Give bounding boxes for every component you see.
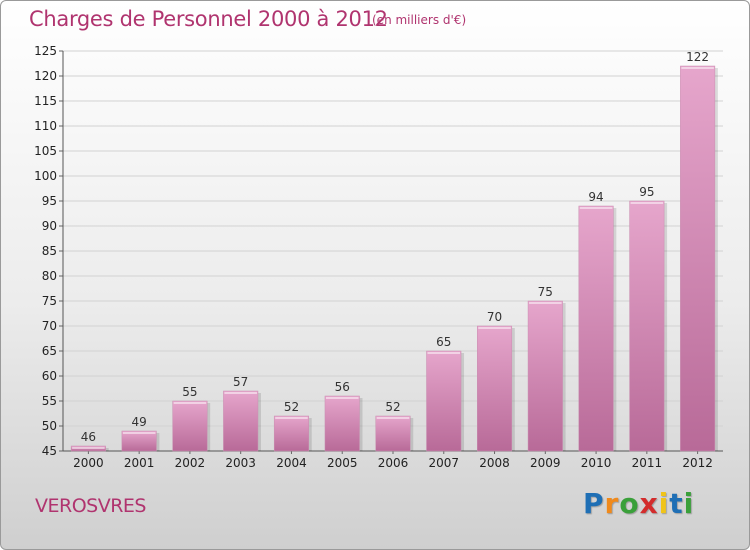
bar-value-label: 52	[284, 400, 299, 414]
chart-subtitle: (en milliers d'€)	[372, 13, 467, 27]
logo-letter: o	[619, 487, 640, 520]
bar-value-label: 65	[436, 335, 451, 349]
labels: 46 2000 49 2001 55 2002 57 2003 52 2004 56 2005 52 20…	[73, 50, 713, 470]
bar	[324, 395, 360, 452]
bar-value-label: 52	[385, 400, 400, 414]
bar-value-label: 49	[132, 415, 147, 429]
chart-title: Charges de Personnel 2000 à 2012	[29, 7, 388, 31]
y-tick-label: 55	[42, 394, 57, 408]
bar-value-label: 46	[81, 430, 96, 444]
proxiti-logo[interactable]: Proxiti	[583, 487, 694, 520]
bar-value-label: 95	[639, 185, 654, 199]
bar-value-label: 55	[182, 385, 197, 399]
x-tick-label: 2006	[378, 456, 409, 470]
bar-highlight	[376, 417, 410, 419]
x-tick-label: 2005	[327, 456, 358, 470]
bar-highlight	[275, 417, 308, 419]
logo-letter: x	[639, 487, 659, 520]
grid-lines	[63, 50, 723, 452]
x-tick-label: 2004	[276, 456, 307, 470]
bar-highlight	[427, 352, 461, 354]
bar-highlight	[630, 202, 664, 204]
x-tick-label: 2008	[479, 456, 510, 470]
logo-letter: i	[683, 487, 695, 520]
y-tick-label: 115	[34, 94, 57, 108]
bar	[629, 200, 665, 452]
y-tick-label: 60	[42, 369, 57, 383]
x-tick-label: 2003	[225, 456, 256, 470]
y-tick-label: 90	[42, 219, 57, 233]
bar-value-label: 57	[233, 375, 248, 389]
x-tick-label: 2000	[73, 456, 104, 470]
y-tick-label: 95	[42, 194, 57, 208]
bar-value-label: 122	[686, 50, 709, 64]
bar-value-label: 56	[335, 380, 350, 394]
bar	[578, 205, 614, 452]
x-tick-label: 2007	[428, 456, 459, 470]
y-tick-label: 100	[34, 169, 57, 183]
y-tick-label: 50	[42, 419, 57, 433]
bar	[375, 415, 411, 452]
bar	[223, 390, 259, 452]
bar	[172, 400, 208, 452]
bar-highlight	[325, 397, 359, 399]
logo-letter: P	[583, 487, 605, 520]
y-tick-label: 65	[42, 344, 57, 358]
bar-highlight	[173, 402, 207, 404]
y-tick-label: 125	[34, 44, 57, 58]
logo-letter: t	[669, 487, 684, 520]
logo-letter: r	[604, 487, 620, 520]
bar	[121, 430, 157, 452]
x-tick-label: 2009	[530, 456, 561, 470]
bars	[70, 65, 718, 452]
bar-highlight	[224, 392, 257, 394]
bar-value-label: 94	[588, 190, 603, 204]
bar-value-label: 70	[487, 310, 502, 324]
y-tick-label: 45	[42, 444, 57, 458]
bar-value-label: 75	[538, 285, 553, 299]
x-tick-label: 2011	[632, 456, 663, 470]
bar-highlight	[122, 432, 156, 434]
bar	[680, 65, 716, 452]
y-tick-label: 75	[42, 294, 57, 308]
y-tick-label: 120	[34, 69, 57, 83]
bar	[477, 325, 513, 452]
x-tick-label: 2002	[175, 456, 206, 470]
bar	[273, 415, 309, 452]
y-tick-label: 85	[42, 244, 57, 258]
bar-highlight	[478, 327, 511, 329]
x-tick-label: 2012	[682, 456, 713, 470]
y-tick-label: 70	[42, 319, 57, 333]
commune-name: VEROSVRES	[35, 495, 146, 517]
y-tick-label: 80	[42, 269, 57, 283]
y-tick-label: 110	[34, 119, 57, 133]
bar-highlight	[579, 207, 613, 209]
y-tick-label: 105	[34, 144, 57, 158]
bar-highlight	[529, 302, 562, 304]
bar-highlight	[681, 67, 714, 69]
logo-letter: i	[658, 487, 670, 520]
bar	[426, 350, 462, 452]
x-tick-label: 2010	[581, 456, 612, 470]
x-tick-label: 2001	[124, 456, 155, 470]
bar	[527, 300, 563, 452]
bar-highlight	[72, 447, 105, 449]
